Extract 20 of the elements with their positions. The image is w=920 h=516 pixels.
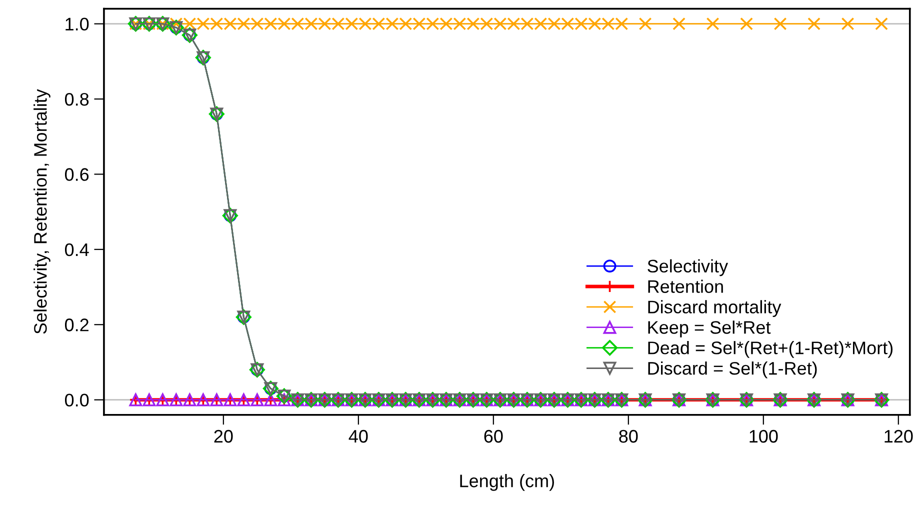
legend-label: Discard = Sel*(1-Ret): [648, 361, 817, 378]
x-tick-label: 80: [619, 430, 638, 443]
y-tick-label: 0.4: [64, 243, 89, 256]
y-axis-title: Selectivity, Retention, Mortality: [34, 89, 50, 334]
y-tick-label: 0.8: [64, 92, 89, 106]
y-tick-label: 0.6: [64, 168, 89, 181]
legend-label: Dead = Sel*(Ret+(1-Ret)*Mort): [648, 341, 893, 358]
x-axis-title: Length (cm): [460, 474, 554, 491]
legend-label: Keep = Sel*Ret: [648, 320, 771, 338]
y-tick-label: 1.0: [66, 18, 89, 31]
y-tick-label: 0.2: [64, 318, 88, 332]
legend-label: Discard mortality: [648, 300, 782, 317]
x-tick-label: 20: [214, 430, 233, 443]
legend-label: Selectivity: [648, 259, 728, 276]
x-tick-label: 40: [348, 430, 368, 443]
y-tick-label: 0.0: [64, 394, 89, 407]
x-tick-label: 120: [884, 430, 913, 443]
x-tick-label: 60: [484, 430, 503, 443]
x-tick-label: 100: [750, 430, 778, 443]
legend-label: Retention: [648, 280, 723, 293]
